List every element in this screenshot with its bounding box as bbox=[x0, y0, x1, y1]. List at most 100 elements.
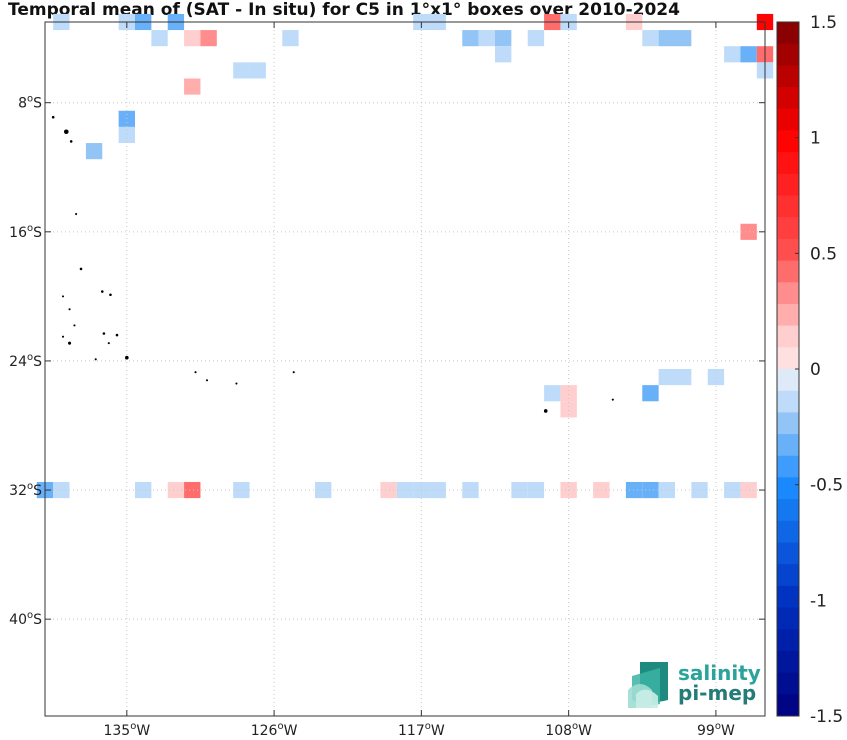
anomaly-box bbox=[495, 46, 512, 63]
colorbar-step bbox=[777, 65, 799, 88]
logo-mark-icon bbox=[628, 662, 668, 708]
colorbar-step bbox=[777, 585, 799, 609]
island bbox=[69, 140, 73, 143]
colorbar: 1.5 1 0.5 0 -0.5 -1 -1.5 bbox=[776, 13, 843, 727]
island bbox=[115, 333, 119, 337]
lon-tick-label: 108oW bbox=[545, 721, 592, 739]
anomaly-box bbox=[184, 78, 201, 95]
island bbox=[67, 341, 72, 345]
anomaly-box bbox=[560, 401, 577, 418]
logo-line1: salinity bbox=[678, 661, 761, 685]
island bbox=[292, 371, 295, 374]
anomaly-box bbox=[658, 481, 675, 499]
anomaly-box bbox=[233, 62, 250, 79]
anomaly-box bbox=[642, 481, 659, 499]
anomaly-box bbox=[511, 481, 528, 499]
colorbar-step bbox=[777, 108, 799, 131]
anomaly-box bbox=[462, 481, 479, 499]
colorbar-tick-label: 1 bbox=[810, 129, 821, 149]
anomaly-box bbox=[675, 369, 692, 386]
boxes-layer bbox=[36, 13, 774, 499]
island bbox=[543, 409, 548, 413]
island bbox=[107, 342, 110, 345]
colorbar-tick-label: -1.5 bbox=[810, 707, 843, 727]
anomaly-box bbox=[167, 481, 185, 499]
grid-layer bbox=[45, 22, 765, 716]
anomaly-box bbox=[691, 481, 708, 499]
colorbar-step bbox=[777, 260, 799, 283]
island bbox=[205, 379, 209, 382]
island bbox=[125, 355, 129, 360]
colorbar-tick-label: -1 bbox=[810, 591, 827, 611]
anomaly-box bbox=[200, 30, 217, 47]
island bbox=[63, 129, 69, 135]
anomaly-box bbox=[740, 223, 757, 240]
colorbar-step bbox=[777, 564, 799, 587]
island bbox=[235, 382, 238, 385]
lat-tick-label: 24oS bbox=[9, 352, 42, 370]
lon-tick-label: 99oW bbox=[697, 721, 735, 739]
anomaly-box bbox=[642, 30, 659, 47]
colorbar-step bbox=[777, 694, 799, 717]
colorbar-step bbox=[777, 152, 799, 175]
anomaly-box bbox=[724, 46, 741, 63]
anomaly-box bbox=[495, 30, 512, 47]
lon-tick-label: 135oW bbox=[103, 721, 150, 739]
colorbar-step bbox=[777, 412, 799, 435]
anomaly-box bbox=[184, 30, 201, 47]
axis-ticks: 135oW 126oW 117oW 108oW 99oW 8oS 16oS 24oS 32oS 4… bbox=[9, 22, 765, 739]
island bbox=[100, 290, 104, 293]
anomaly-box bbox=[135, 481, 152, 499]
anomaly-box bbox=[478, 30, 495, 47]
anomaly-box bbox=[527, 481, 545, 499]
island bbox=[61, 335, 65, 338]
colorbar-step bbox=[777, 369, 799, 392]
lon-tick-label: 126oW bbox=[251, 721, 298, 739]
colorbar-step bbox=[777, 238, 799, 262]
anomaly-box bbox=[675, 30, 692, 47]
colorbar-tick-label: 0.5 bbox=[810, 244, 837, 264]
colorbar-step bbox=[777, 499, 799, 522]
lat-tick-label: 32oS bbox=[9, 481, 42, 499]
salinity-pi-mep-logo: salinity pi-mep bbox=[628, 661, 761, 708]
anomaly-box bbox=[315, 481, 332, 499]
island bbox=[194, 371, 197, 374]
island bbox=[79, 267, 83, 271]
island bbox=[73, 324, 76, 327]
anomaly-box bbox=[724, 481, 741, 499]
island bbox=[611, 398, 614, 401]
island bbox=[75, 213, 78, 216]
island bbox=[61, 295, 65, 298]
anomaly-box bbox=[740, 481, 757, 499]
island bbox=[102, 332, 106, 335]
island bbox=[94, 358, 97, 361]
colorbar-step bbox=[777, 390, 799, 413]
colorbar-step bbox=[777, 434, 799, 457]
colorbar-tick-label: 1.5 bbox=[810, 13, 837, 33]
lat-tick-label: 16oS bbox=[9, 223, 42, 241]
colorbar-step bbox=[777, 22, 799, 45]
colorbar-step bbox=[777, 325, 799, 348]
anomaly-box bbox=[642, 385, 659, 402]
colorbar-step bbox=[777, 87, 799, 110]
anomaly-box bbox=[740, 46, 757, 63]
lat-tick-label: 40oS bbox=[9, 610, 42, 628]
lat-tick-label: 8oS bbox=[18, 94, 42, 112]
colorbar-tick-label: 0 bbox=[810, 360, 821, 380]
anomaly-box bbox=[184, 481, 201, 499]
anomaly-box bbox=[560, 385, 577, 402]
logo-line2: pi-mep bbox=[678, 681, 756, 705]
colorbar-step bbox=[777, 217, 799, 240]
colorbar-step bbox=[777, 173, 799, 196]
anomaly-box bbox=[282, 30, 299, 47]
colorbar-step bbox=[777, 629, 799, 652]
colorbar-step bbox=[777, 650, 799, 674]
colorbar-step bbox=[777, 520, 799, 543]
anomaly-box bbox=[249, 62, 266, 79]
colorbar-step bbox=[777, 347, 799, 370]
colorbar-step bbox=[777, 455, 799, 478]
colorbar-step bbox=[777, 477, 799, 500]
anomaly-box bbox=[544, 385, 561, 402]
colorbar-step bbox=[777, 607, 799, 630]
